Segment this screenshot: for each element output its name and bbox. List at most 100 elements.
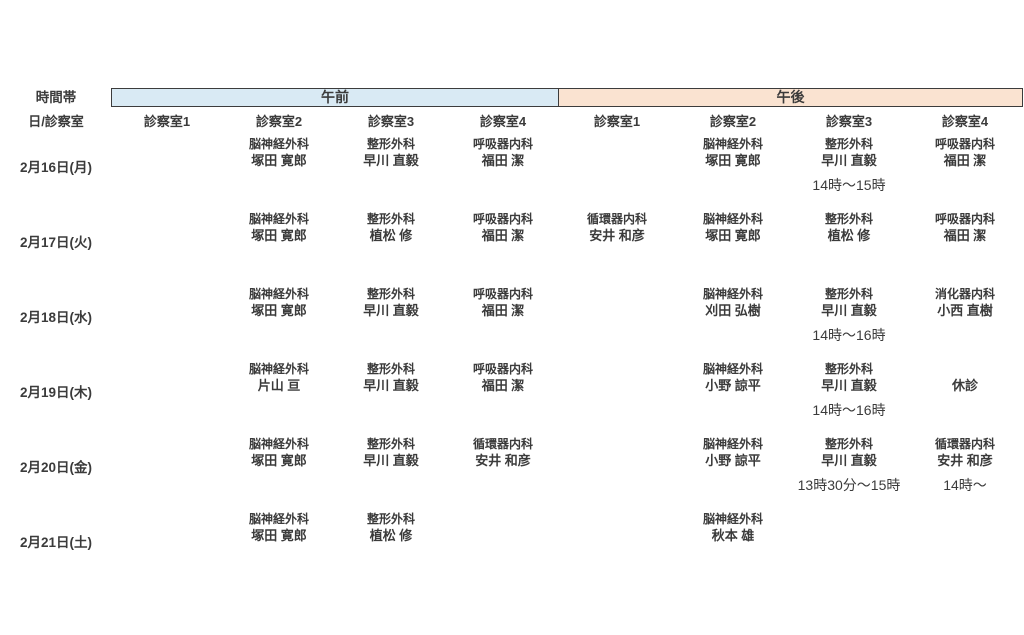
schedule-row: 2月21日(土) 脳神経外科 塚田 寛郎 整形外科 植松 修脳神経外科 秋本 雄: [1, 508, 1023, 583]
date-label: 2月16日(月): [19, 160, 92, 175]
schedule-cell: [559, 133, 675, 208]
schedule-cell: 整形外科 植松 修: [335, 208, 447, 283]
doctor-name: 福田 潔: [481, 228, 525, 243]
schedule-cell: 整形外科 早川 直毅: [335, 283, 447, 358]
specialty-label: 循環器内科: [934, 437, 995, 451]
schedule-cell: [111, 508, 223, 583]
schedule-cell: 休診: [907, 358, 1023, 433]
time-note: [675, 397, 791, 423]
doctor-name: 安井 和彦: [475, 453, 531, 468]
time-note: [223, 172, 335, 198]
schedule-cell: 脳神経外科 塚田 寛郎: [223, 283, 335, 358]
schedule-cell: 脳神経外科塚田 寛郎: [223, 208, 335, 283]
am-room-3-header: 診察室3: [367, 113, 415, 129]
schedule-cell: 整形外科 早川 直毅 13時30分〜15時: [791, 433, 907, 508]
specialty-label: 呼吸器内科: [472, 212, 533, 226]
date-label: 2月18日(水): [19, 310, 92, 325]
time-note: [447, 397, 559, 423]
schedule-table: 時間帯 午前 午後 日/診察室 診察室1 診察室2 診察室3 診察室4 診察室1…: [1, 88, 1023, 583]
specialty-label: 脳神経外科: [702, 137, 763, 151]
doctor-name: 秋本 雄: [711, 528, 755, 543]
specialty-label: 脳神経外科: [248, 212, 309, 226]
specialty-label: 脳神経外科: [702, 437, 763, 451]
doctor-name: 塚田 寛郎: [251, 228, 307, 243]
time-note: [791, 247, 907, 273]
time-note: 13時30分〜15時: [797, 477, 901, 493]
time-note: [907, 172, 1023, 198]
specialty-label: 脳神経外科: [702, 512, 763, 526]
pm-room-3-header: 診察室3: [825, 113, 873, 129]
doctor-name: 福田 潔: [481, 303, 525, 318]
time-note: [907, 247, 1023, 273]
schedule-cell: 循環器内科 安井 和彦: [447, 433, 559, 508]
schedule-cell: 整形外科 早川 直毅: [335, 133, 447, 208]
doctor-name: 塚田 寛郎: [705, 153, 761, 168]
schedule-cell: 脳神経外科塚田 寛郎: [675, 133, 791, 208]
specialty-label: 整形外科: [366, 212, 415, 226]
date-label: 2月19日(木): [19, 385, 92, 400]
doctor-name: 早川 直毅: [821, 378, 877, 393]
time-note: [675, 247, 791, 273]
doctor-name: 植松 修: [827, 228, 871, 243]
doctor-name: 早川 直毅: [821, 453, 877, 468]
time-note: [675, 472, 791, 498]
time-note: [335, 472, 447, 498]
schedule-cell: 整形外科 早川 直毅 14時〜15時: [791, 133, 907, 208]
doctor-name: 福田 潔: [481, 153, 525, 168]
session-header-row: 時間帯 午前 午後: [1, 88, 1023, 107]
specialty-label: 脳神経外科: [248, 512, 309, 526]
schedule-row: 2月20日(金) 脳神経外科 塚田 寛郎 整形外科 早川 直毅 循環器内科 安井 和彦 脳神経…: [1, 433, 1023, 508]
schedule-cell: [447, 508, 559, 583]
schedule-cell: 呼吸器内科 福田 潔: [447, 283, 559, 358]
schedule-cell: 呼吸器内科 福田 潔: [447, 208, 559, 283]
doctor-name: 早川 直毅: [363, 378, 419, 393]
doctor-name: 塚田 寛郎: [705, 228, 761, 243]
schedule-cell: [111, 283, 223, 358]
room-header-row: 日/診察室 診察室1 診察室2 診察室3 診察室4 診察室1 診察室2 診察室3…: [1, 107, 1023, 133]
specialty-label: [907, 358, 1023, 376]
schedule-row: 2月16日(月) 脳神経外科 塚田 寛郎 整形外科 早川 直毅 呼吸器内科 福田 潔脳神経外…: [1, 133, 1023, 208]
time-note: [907, 397, 1023, 423]
specialty-label: 脳神経外科: [248, 137, 309, 151]
time-note: [223, 322, 335, 348]
specialty-label: 消化器内科: [934, 287, 995, 301]
doctor-name: 早川 直毅: [363, 303, 419, 318]
doctor-name: 早川 直毅: [821, 303, 877, 318]
pm-room-4-header: 診察室4: [941, 113, 989, 129]
doctor-name: 早川 直毅: [363, 153, 419, 168]
doctor-name: 塚田 寛郎: [251, 303, 307, 318]
am-band: 午前: [111, 88, 559, 107]
time-note: [447, 172, 559, 198]
doctor-name: 塚田 寛郎: [251, 453, 307, 468]
specialty-label: 脳神経外科: [702, 212, 763, 226]
time-note: [223, 247, 335, 273]
time-note: [447, 472, 559, 498]
time-note: [447, 322, 559, 348]
time-note: [559, 247, 675, 273]
time-note: [335, 397, 447, 423]
day-room-label: 日/診察室: [28, 113, 84, 129]
specialty-label: 整形外科: [366, 437, 415, 451]
time-note: [223, 472, 335, 498]
schedule-cell: 脳神経外科 刈田 弘樹: [675, 283, 791, 358]
schedule-cell: 消化器内科 小西 直樹: [907, 283, 1023, 358]
schedule-cell: 呼吸器内科 福田 潔: [907, 133, 1023, 208]
schedule-cell: 脳神経外科塚田 寛郎: [223, 133, 335, 208]
specialty-label: 呼吸器内科: [472, 287, 533, 301]
doctor-name: 塚田 寛郎: [251, 528, 307, 543]
schedule-rows: 2月16日(月) 脳神経外科 塚田 寛郎 整形外科 早川 直毅 呼吸器内科 福田 潔脳神経外…: [1, 133, 1023, 583]
schedule-cell: 呼吸器内科 福田 潔: [447, 358, 559, 433]
time-note: [223, 547, 335, 573]
schedule-cell: 脳神経外科 小野 諒平: [675, 358, 791, 433]
schedule-row: 2月19日(木) 脳神経外科 片山 亘 整形外科早川 直毅 呼吸器内科 福田 潔 脳神経外科…: [1, 358, 1023, 433]
specialty-label: 脳神経外科: [248, 437, 309, 451]
schedule-cell: [559, 508, 675, 583]
pm-band: 午後: [559, 88, 1023, 107]
schedule-cell: [111, 433, 223, 508]
time-note: [675, 547, 791, 573]
schedule-cell: 脳神経外科 片山 亘: [223, 358, 335, 433]
specialty-label: 呼吸器内科: [472, 362, 533, 376]
specialty-label: 整形外科: [824, 362, 873, 376]
doctor-name: 塚田 寛郎: [251, 153, 307, 168]
